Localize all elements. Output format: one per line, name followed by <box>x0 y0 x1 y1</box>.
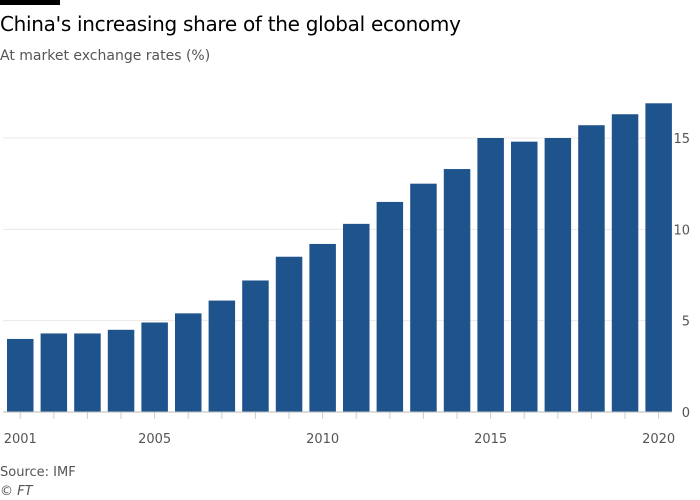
x-tick-label: 2020 <box>642 432 675 447</box>
bar <box>74 333 101 412</box>
y-tick-label: 0 <box>682 406 690 421</box>
brand-bar <box>0 0 60 5</box>
bar <box>611 114 639 413</box>
y-tick-label: 10 <box>673 223 690 238</box>
bar <box>208 300 236 412</box>
bar <box>175 313 202 412</box>
bar <box>443 169 471 412</box>
bar <box>7 338 34 412</box>
bar <box>511 141 538 413</box>
bar <box>107 329 135 412</box>
bar <box>242 280 269 412</box>
y-tick-label: 5 <box>682 315 690 330</box>
chart-subtitle: At market exchange rates (%) <box>0 48 211 64</box>
bar-chart: 0 5 10 15 2001 2005 2010 2015 2020 <box>3 103 690 447</box>
source-note: Source: IMF <box>0 465 76 480</box>
bar <box>376 201 404 412</box>
bar <box>477 138 504 412</box>
copyright-note: © FT <box>0 484 33 499</box>
bar <box>410 183 437 412</box>
x-tick-label: 2015 <box>474 432 507 447</box>
x-tick-label: 2010 <box>306 432 339 447</box>
y-tick-label: 15 <box>673 132 690 147</box>
bar <box>275 256 303 412</box>
chart-title: China's increasing share of the global e… <box>0 12 461 36</box>
bar <box>309 243 336 412</box>
bar <box>578 125 605 413</box>
bar <box>544 138 572 412</box>
bar <box>141 322 168 412</box>
bar <box>40 333 68 412</box>
bar <box>645 103 672 412</box>
x-tick-label: 2005 <box>138 432 171 447</box>
x-tick-label: 2001 <box>4 432 37 447</box>
bar <box>343 223 370 412</box>
